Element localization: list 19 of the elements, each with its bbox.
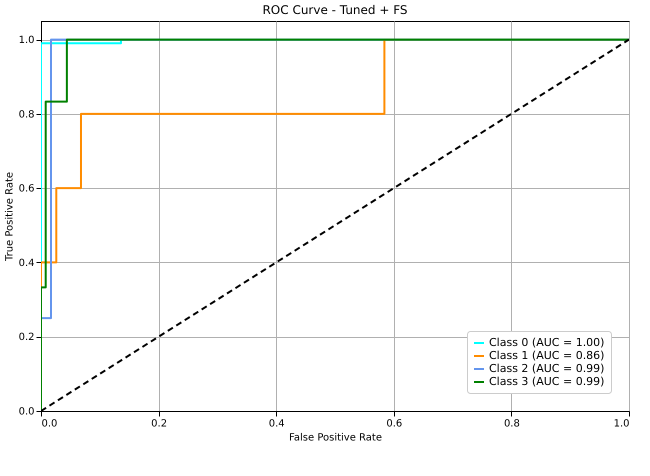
y-tick-label: 0.6 xyxy=(18,184,34,195)
chart-title: ROC Curve - Tuned + FS xyxy=(262,3,408,17)
y-tick-label: 0.4 xyxy=(18,258,34,269)
x-tick-label: 0.2 xyxy=(151,418,168,430)
x-tick-label: 1.0 xyxy=(614,418,630,430)
legend-label: Class 3 (AUC = 0.99) xyxy=(489,375,604,388)
y-tick-label: 0.2 xyxy=(18,332,34,344)
x-tick-label: 0.6 xyxy=(386,418,402,430)
y-tick-label: 1.0 xyxy=(18,35,34,46)
y-tick-label: 0.0 xyxy=(18,406,34,418)
legend-label: Class 1 (AUC = 0.86) xyxy=(489,349,604,362)
x-tick-label: 0.4 xyxy=(268,418,285,430)
legend-label: Class 0 (AUC = 1.00) xyxy=(489,336,604,349)
x-axis-title: False Positive Rate xyxy=(289,432,382,444)
legend-label: Class 2 (AUC = 0.99) xyxy=(489,362,604,375)
y-tick-label: 0.8 xyxy=(18,109,34,120)
x-tick-label: 0.8 xyxy=(504,418,520,430)
y-axis-title: True Positive Rate xyxy=(4,172,16,262)
x-tick-label: 0.0 xyxy=(42,418,58,430)
